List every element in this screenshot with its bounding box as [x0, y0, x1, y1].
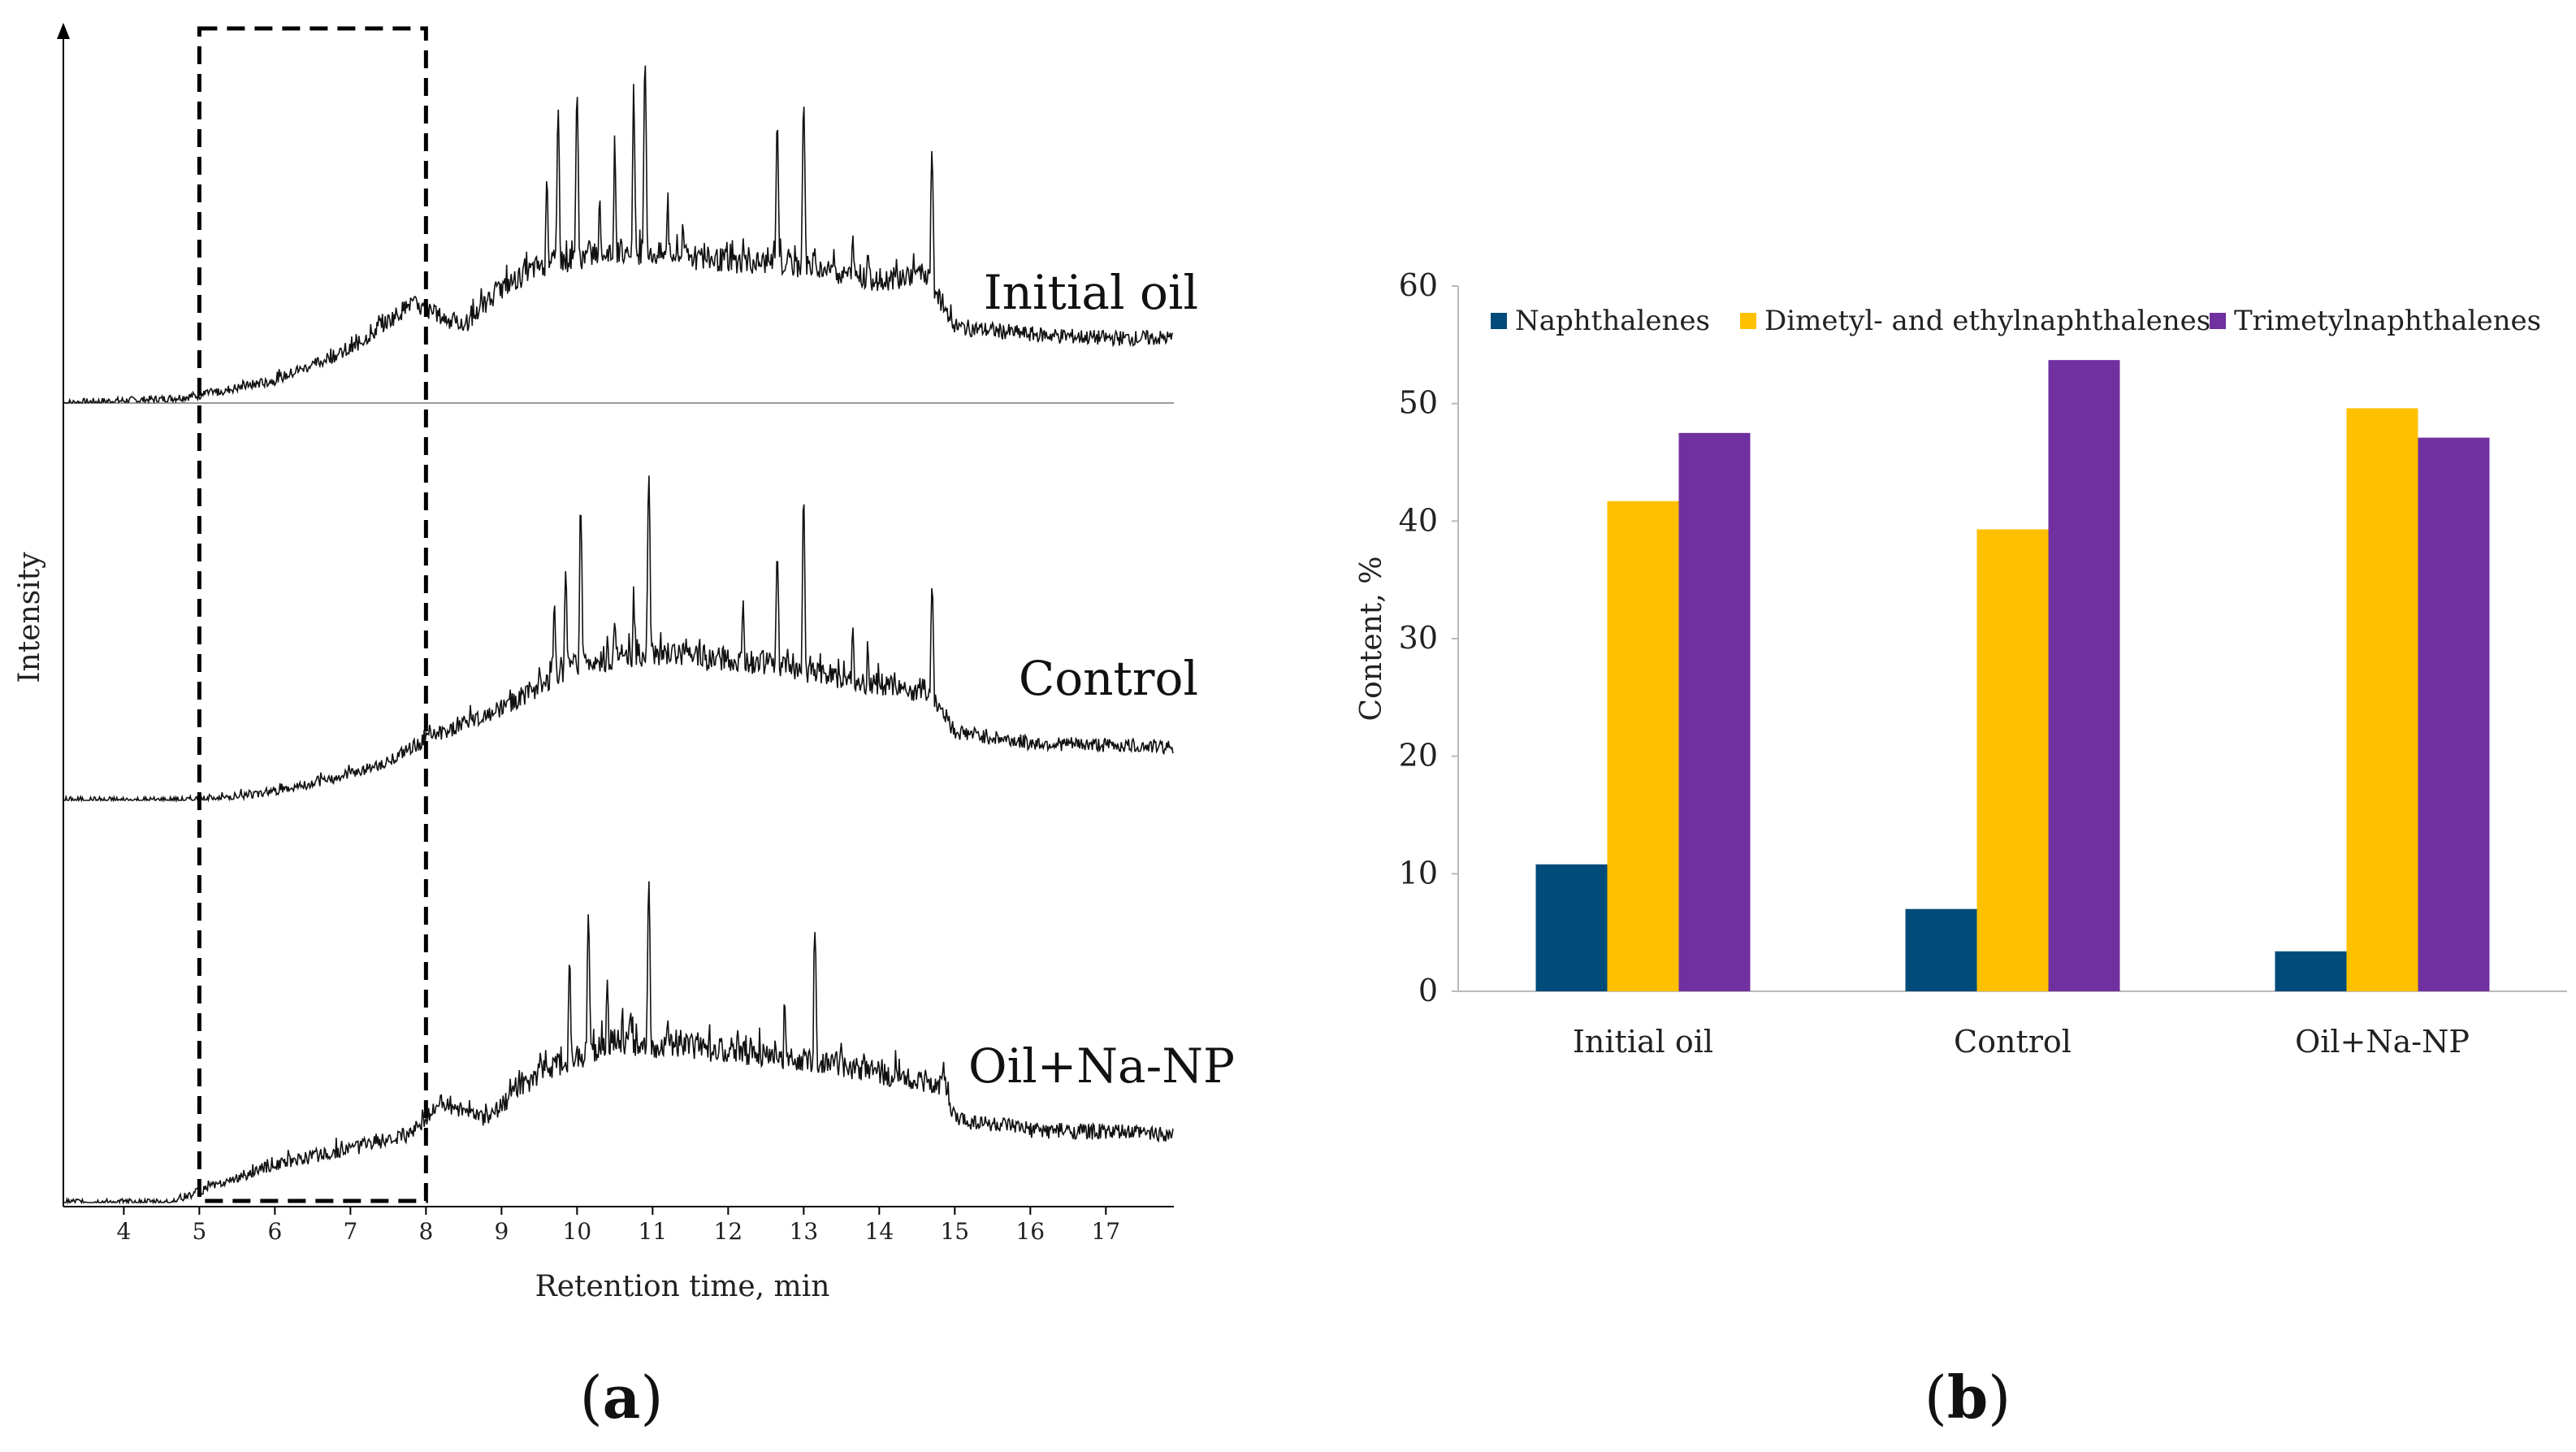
bar-y-tick-label-20: 20 [1399, 738, 1438, 774]
bar-initial-oil-dimetyl-and-ethylnaphthalenes [1607, 501, 1679, 991]
x-tick-label-7: 7 [343, 1218, 357, 1245]
series-label-initial-oil: Initial oil [984, 265, 1198, 320]
bar-y-tick-label-0: 0 [1418, 973, 1438, 1008]
bar-y-tick-label-30: 30 [1399, 620, 1438, 656]
y-axis-label: Intensity [13, 552, 46, 683]
trace-oil-na-np [63, 881, 1174, 1205]
x-tick-label-10: 10 [563, 1218, 592, 1245]
legend-swatch-dimetyl-ethylnaphthalenes [1740, 313, 1756, 329]
trace-control [63, 475, 1174, 803]
bar-initial-oil-naphthalenes [1535, 864, 1608, 991]
x-tick-label-14: 14 [865, 1218, 894, 1245]
category-label-control: Control [1954, 1024, 2072, 1060]
x-tick-label-4: 4 [116, 1218, 131, 1245]
x-tick-label-5: 5 [192, 1218, 206, 1245]
legend-label-naphthalenes: Naphthalenes [1515, 305, 1710, 337]
y-axis-arrow [57, 23, 70, 39]
category-label-group: Initial oil Control Oil+Na-NP [1573, 1024, 2470, 1060]
legend-label-dimetyl-ethylnaphthalenes: Dimetyl- and ethylnaphthalenes [1764, 305, 2210, 337]
legend-label-trimetylnaphthalenes: Trimetylnaphthalenes [2234, 305, 2541, 337]
bar-control-trimetylnaphthalenes [2048, 360, 2120, 991]
series-label-oil-na-np: Oil+Na-NP [968, 1038, 1235, 1094]
x-tick-label-13: 13 [790, 1218, 819, 1245]
x-tick-label-9: 9 [494, 1218, 509, 1245]
bar-y-axis-label: Content, % [1355, 557, 1388, 722]
trace-group [63, 65, 1174, 1205]
chromatogram-panel: 4 5 6 7 8 9 10 11 12 13 14 15 16 17 Initial oil Contr… [13, 23, 1235, 1432]
legend: Naphthalenes Dimetyl- and ethylnaphthale… [1491, 305, 2541, 337]
x-tick-label-11: 11 [639, 1218, 668, 1245]
bar-y-tick-group: 0 10 20 30 40 50 60 [1399, 267, 1458, 1008]
bar-chart-panel: 0 10 20 30 40 50 60 Initial oil Control Oil+Na-N… [1355, 267, 2567, 1432]
bar-y-tick-label-40: 40 [1399, 502, 1438, 538]
x-tick-label-15: 15 [940, 1218, 969, 1245]
bar-oil-na-np-trimetylnaphthalenes [2418, 437, 2490, 991]
bar-control-dimetyl-and-ethylnaphthalenes [1976, 529, 2049, 991]
bar-control-naphthalenes [1905, 908, 1977, 991]
bar-initial-oil-trimetylnaphthalenes [1678, 432, 1751, 991]
x-tick-group: 4 5 6 7 8 9 10 11 12 13 14 15 16 17 [116, 1207, 1120, 1245]
category-label-initial-oil: Initial oil [1573, 1024, 1713, 1060]
panel-caption-a-letter: a [603, 1363, 641, 1432]
x-tick-label-8: 8 [418, 1218, 433, 1245]
bar-group [1535, 360, 2490, 991]
panel-caption-a: (a) [580, 1363, 664, 1432]
bar-y-tick-label-10: 10 [1399, 855, 1438, 891]
x-tick-label-16: 16 [1015, 1218, 1045, 1245]
panel-caption-b-letter: b [1947, 1363, 1988, 1432]
legend-swatch-trimetylnaphthalenes [2210, 313, 2226, 329]
trace-initial-oil [63, 65, 1173, 405]
panel-caption-b: (b) [1924, 1363, 2011, 1432]
bar-y-tick-label-50: 50 [1399, 385, 1438, 421]
highlight-window [197, 26, 428, 1203]
series-label-control: Control [1019, 651, 1198, 706]
bar-oil-na-np-dimetyl-and-ethylnaphthalenes [2346, 408, 2418, 991]
x-tick-label-6: 6 [267, 1218, 282, 1245]
x-tick-label-12: 12 [714, 1218, 743, 1245]
bar-y-tick-label-60: 60 [1399, 267, 1438, 303]
x-tick-label-17: 17 [1091, 1218, 1120, 1245]
x-axis-label: Retention time, min [535, 1270, 830, 1303]
legend-swatch-naphthalenes [1491, 313, 1507, 329]
bar-oil-na-np-naphthalenes [2275, 951, 2347, 991]
category-label-oil-na-np: Oil+Na-NP [2295, 1024, 2470, 1060]
